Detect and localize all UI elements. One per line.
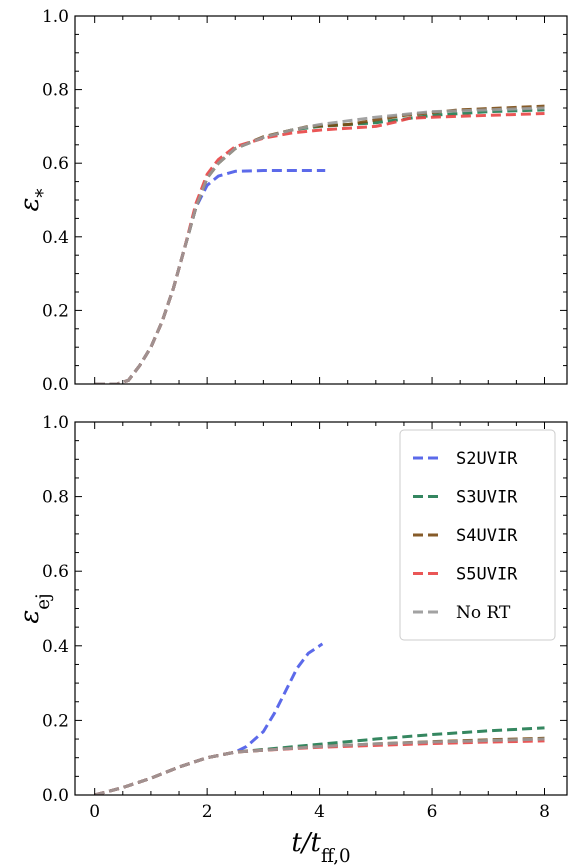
y-tick-label: 1.0	[42, 7, 69, 27]
series-line-s2uvir	[94, 642, 324, 795]
y-tick-label: 0.0	[42, 375, 69, 395]
panel-top: 0.0 0.2 0.4 0.6 0.8 1.0 ε*	[15, 7, 568, 395]
series-group	[94, 642, 545, 795]
y-tick-label: 0.2	[42, 711, 69, 731]
series-group	[94, 104, 545, 384]
legend-label: S2UVIR	[456, 449, 518, 469]
x-tick-label: 6	[427, 802, 438, 822]
legend-label: S3UVIR	[456, 488, 518, 508]
plot-frame	[74, 15, 568, 385]
series-line-no-rt	[94, 106, 545, 384]
series-line-s5uvir	[94, 112, 545, 384]
x-tick-label: 4	[314, 802, 325, 822]
y-tick-label: 0.2	[42, 301, 69, 321]
y-axis-label: εej	[15, 593, 54, 623]
series-line-s3uvir	[94, 726, 545, 795]
x-tick-label: 2	[202, 802, 213, 822]
series-line-s2uvir	[94, 169, 326, 384]
legend-label: S4UVIR	[456, 526, 518, 546]
y-tick-label: 0.6	[42, 562, 69, 582]
legend-label: No RT	[456, 603, 511, 623]
y-axis-label: ε*	[15, 188, 54, 211]
y-tick-label: 0.0	[42, 786, 69, 806]
series-line-s3uvir	[94, 108, 545, 384]
legend: S2UVIR S3UVIR S4UVIR S5UVIR No RT	[399, 429, 556, 641]
y-tick-label: 0.6	[42, 154, 69, 174]
series-line-s4uvir	[94, 104, 545, 384]
x-tick-label: 8	[539, 802, 550, 822]
series-line-s5uvir	[94, 739, 545, 795]
y-tick-label: 1.0	[42, 413, 69, 433]
series-line-no-rt	[94, 737, 545, 795]
legend-box	[399, 429, 556, 641]
panel-bottom: 0.00.20.40.60.81.00 2 4 6 8εejt/tff,0S2UVIRS…	[15, 413, 568, 866]
y-tick-label: 0.8	[42, 488, 69, 508]
legend-label: S5UVIR	[456, 565, 518, 585]
y-tick-label: 0.4	[42, 637, 69, 657]
x-axis-label: t/tff,0	[291, 828, 350, 866]
y-tick-label: 0.8	[42, 81, 69, 101]
y-tick-label: 0.4	[42, 228, 69, 248]
x-tick-label: 0	[89, 802, 100, 822]
